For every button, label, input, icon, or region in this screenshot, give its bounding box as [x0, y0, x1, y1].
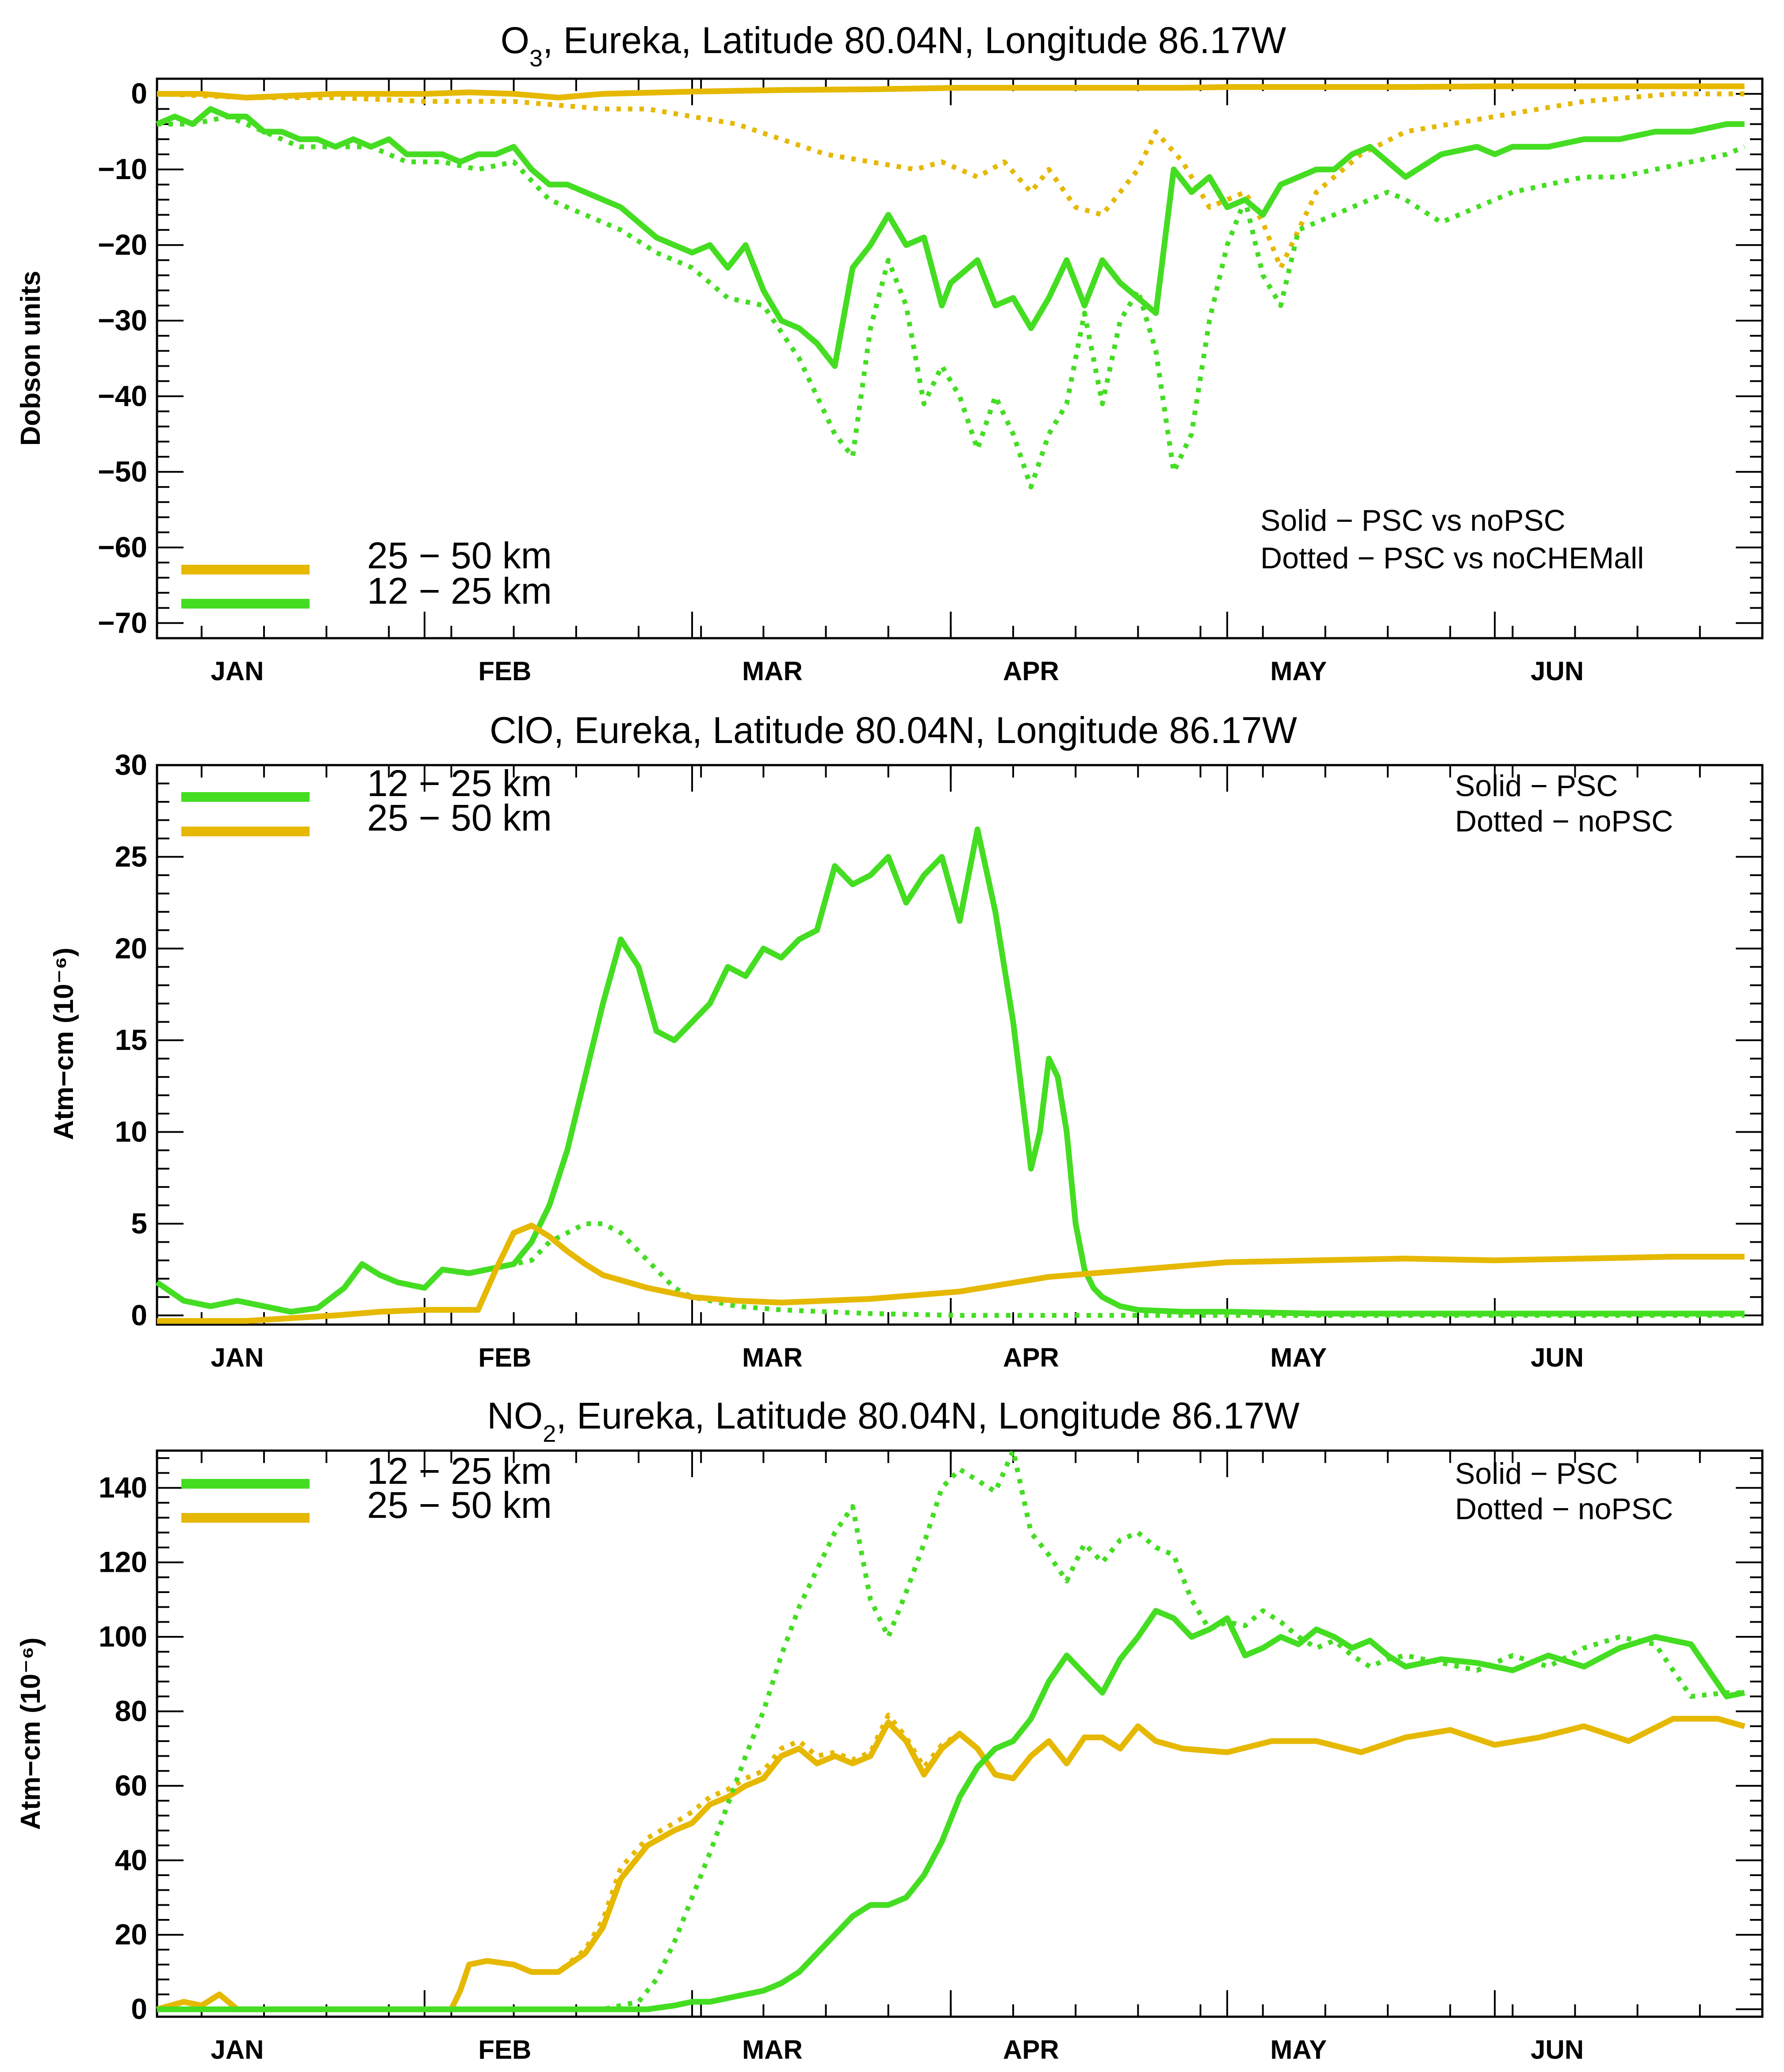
no2-panel: NO2, Eureka, Latitude 80.04N, Longitude …: [15, 1395, 1764, 2064]
no2-series: [156, 1448, 1746, 2012]
y-tick-label: 15: [115, 1023, 147, 1056]
y-tick-label: −10: [98, 153, 147, 185]
x-tick-label-jan: JAN: [211, 656, 264, 686]
clo-legend-label-12-25: 12 − 25 km: [367, 762, 552, 804]
clo-panel: ClO, Eureka, Latitude 80.04N, Longitude …: [49, 709, 1764, 1372]
no2-chart-title: NO2, Eureka, Latitude 80.04N, Longitude …: [487, 1395, 1299, 1447]
o3-y-ticks: 0 −10 −20 −30 −40 −50 −60 −70: [98, 77, 1762, 639]
clo-plot-frame: [156, 764, 1764, 1326]
o3-note-dotted: Dotted − PSC vs noCHEMall: [1260, 541, 1644, 575]
o3-series-25-50-km-psc-vs-nochemall: [157, 91, 1745, 270]
y-tick-label: 5: [131, 1207, 147, 1240]
no2-series-25-50-km-nopsc: [156, 1712, 1746, 2012]
clo-series-25-50-km-psc: [157, 1222, 1745, 1324]
no2-y-ticks: 0 20 40 60 80 100 120 140: [99, 1457, 1762, 2025]
y-tick-label: 140: [99, 1471, 147, 1504]
x-tick-label-apr: APR: [1003, 656, 1059, 686]
y-tick-label: −50: [98, 455, 147, 488]
clo-note-solid: Solid − PSC: [1455, 769, 1618, 803]
y-tick-label: 0: [131, 1298, 147, 1331]
no2-x-ticks: JAN FEB MAR APR MAY JUN: [156, 1451, 1763, 2064]
x-tick-label-mar: MAR: [742, 656, 803, 686]
x-tick-label-feb: FEB: [479, 656, 532, 686]
o3-series-12-25-km-psc-vs-nopsc: [156, 106, 1745, 369]
clo-series: [155, 826, 1745, 1324]
x-tick-label-feb: FEB: [479, 2035, 532, 2064]
y-tick-label: −20: [98, 228, 147, 261]
clo-series-12-25-km-psc: [155, 826, 1745, 1317]
no2-note-dotted: Dotted − noPSC: [1455, 1492, 1673, 1526]
y-tick-label: 80: [115, 1694, 147, 1727]
clo-y-ticks: 0 5 10 15 20 25 30: [115, 748, 1762, 1331]
clo-note-dotted: Dotted − noPSC: [1455, 804, 1673, 838]
no2-plot-frame: [156, 1449, 1764, 2018]
o3-legend: 25 − 50 km 12 − 25 km: [181, 535, 552, 612]
x-tick-label-jun: JUN: [1531, 656, 1584, 686]
clo-legend: 12 − 25 km 25 − 50 km: [181, 762, 552, 839]
o3-plot-frame: [156, 77, 1764, 640]
x-tick-label-jan: JAN: [211, 1343, 264, 1372]
no2-legend-label-12-25: 12 − 25 km: [367, 1450, 552, 1492]
no2-y-axis-label: Atm−cm (10⁻⁶): [15, 1637, 46, 1830]
no2-legend: 12 − 25 km 25 − 50 km: [181, 1450, 552, 1526]
y-tick-label: 0: [131, 77, 147, 110]
y-tick-label: −60: [98, 531, 147, 563]
o3-legend-label-12-25: 12 − 25 km: [367, 570, 552, 612]
y-tick-label: −70: [98, 606, 147, 639]
x-tick-label-may: MAY: [1270, 1343, 1327, 1372]
x-tick-label-apr: APR: [1003, 2035, 1059, 2064]
o3-series-25-50-km-psc-vs-nopsc: [157, 83, 1745, 101]
no2-legend-label-25-50: 25 − 50 km: [367, 1484, 552, 1526]
x-tick-label-apr: APR: [1003, 1343, 1059, 1372]
y-tick-label: 0: [131, 1992, 147, 2025]
clo-y-axis-label: Atm−cm (10⁻⁶): [49, 947, 79, 1140]
y-tick-label: 20: [115, 1918, 147, 1951]
x-tick-label-mar: MAR: [742, 2035, 803, 2064]
y-tick-label: 60: [115, 1769, 147, 1802]
o3-x-ticks: JAN FEB MAR APR MAY JUN: [156, 79, 1763, 686]
clo-x-ticks: JAN FEB MAR APR MAY JUN: [156, 765, 1763, 1372]
clo-legend-label-25-50: 25 − 50 km: [367, 797, 552, 839]
y-tick-label: 20: [115, 932, 147, 965]
o3-chart-title: O3, Eureka, Latitude 80.04N, Longitude 8…: [501, 19, 1286, 72]
x-tick-label-jan: JAN: [211, 2035, 264, 2064]
x-tick-label-feb: FEB: [479, 1343, 532, 1372]
no2-series-12-25-km-psc: [157, 1608, 1746, 2012]
clo-chart-title: ClO, Eureka, Latitude 80.04N, Longitude …: [490, 709, 1297, 751]
y-tick-label: −40: [98, 379, 147, 412]
o3-panel: O3, Eureka, Latitude 80.04N, Longitude 8…: [15, 19, 1764, 686]
o3-legend-label-25-50: 25 − 50 km: [367, 535, 552, 576]
o3-series: [156, 83, 1746, 490]
y-tick-label: 30: [115, 748, 147, 781]
y-tick-label: 10: [115, 1115, 147, 1148]
x-tick-label-mar: MAR: [742, 1343, 803, 1372]
y-tick-label: 120: [99, 1546, 147, 1578]
o3-y-axis-label: Dobson units: [15, 271, 46, 446]
y-tick-label: 25: [115, 840, 147, 873]
y-tick-label: −30: [98, 304, 147, 337]
x-tick-label-may: MAY: [1270, 656, 1327, 686]
y-tick-label: 40: [115, 1843, 147, 1876]
x-tick-label-may: MAY: [1270, 2035, 1327, 2064]
y-tick-label: 100: [99, 1620, 147, 1653]
no2-note-solid: Solid − PSC: [1455, 1457, 1618, 1490]
o3-note-solid: Solid − PSC vs noPSC: [1260, 504, 1566, 537]
x-tick-label-jun: JUN: [1531, 2035, 1584, 2064]
no2-series-12-25-km-nopsc: [157, 1448, 1745, 2012]
x-tick-label-jun: JUN: [1531, 1343, 1584, 1372]
